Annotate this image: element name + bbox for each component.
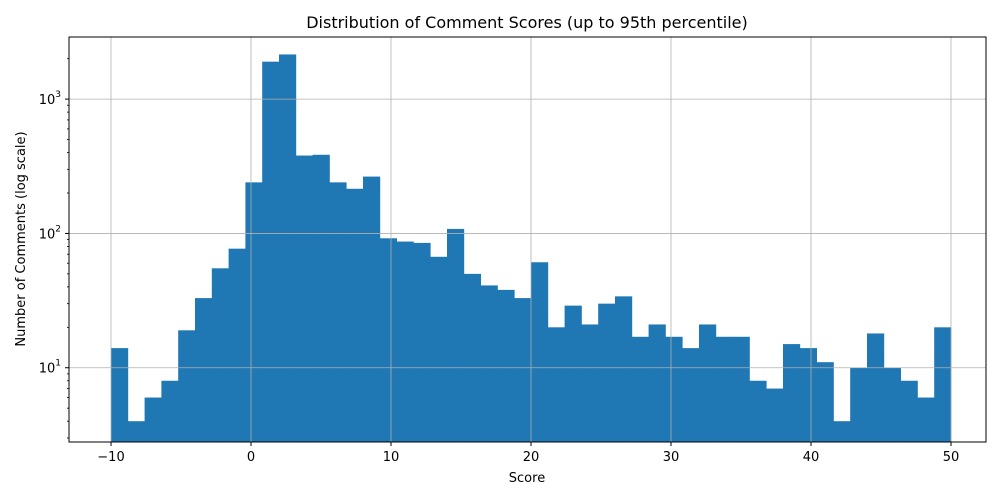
histogram-bar xyxy=(463,273,481,442)
histogram-bar xyxy=(749,380,767,442)
plot-frame xyxy=(68,36,987,443)
histogram-bar xyxy=(480,285,498,442)
bars xyxy=(111,54,952,443)
histogram-bar xyxy=(195,298,213,442)
x-tick-label: 40 xyxy=(803,450,820,465)
histogram-bar xyxy=(346,188,364,442)
histogram-bar xyxy=(816,362,834,442)
histogram-bar xyxy=(447,228,465,442)
histogram-bar xyxy=(161,380,179,442)
histogram-bar xyxy=(312,154,330,443)
histogram-bar xyxy=(379,238,397,442)
histogram-bar xyxy=(883,367,901,442)
grid xyxy=(69,37,986,442)
histogram-bar xyxy=(665,336,683,442)
histogram-bar xyxy=(699,324,717,442)
histogram-bar xyxy=(715,336,733,442)
x-tick-label: 20 xyxy=(523,450,540,465)
histogram-bar xyxy=(127,421,145,442)
histogram-bar xyxy=(279,54,297,442)
histogram-bar xyxy=(615,296,633,442)
histogram-bar xyxy=(799,348,817,442)
histogram-bar xyxy=(648,324,666,442)
histogram-bar xyxy=(531,262,549,442)
histogram-bar xyxy=(631,336,649,442)
x-tick-label: 30 xyxy=(663,450,680,465)
histogram-bar xyxy=(732,336,750,442)
histogram-bar xyxy=(363,176,381,443)
y-axis-ticks: 101 102 103 xyxy=(39,58,69,439)
histogram-bar xyxy=(245,182,263,442)
histogram-bar xyxy=(900,380,918,442)
histogram-bar xyxy=(262,61,280,442)
histogram-bar xyxy=(329,182,347,442)
histogram-bar xyxy=(682,348,700,442)
histogram-bar xyxy=(581,324,599,442)
histogram-bar xyxy=(783,344,801,442)
histogram-bar xyxy=(867,333,885,442)
x-tick-label: 10 xyxy=(383,450,400,465)
histogram-bar xyxy=(917,397,935,442)
chart-title: Distribution of Comment Scores (up to 95… xyxy=(306,13,748,32)
y-tick-label: 102 xyxy=(39,224,61,242)
histogram-bar xyxy=(178,330,196,442)
y-tick-label: 103 xyxy=(39,90,61,108)
histogram-bar xyxy=(430,256,448,442)
x-tick-label: 50 xyxy=(943,450,960,465)
histogram-bar xyxy=(934,327,952,442)
histogram-bar xyxy=(564,305,582,442)
histogram-bar xyxy=(547,327,565,442)
histogram-bar xyxy=(514,298,532,442)
histogram-bar xyxy=(850,367,868,442)
x-axis-label: Score xyxy=(509,471,545,486)
y-tick-label: 101 xyxy=(39,359,61,377)
histogram-bar xyxy=(295,155,313,442)
histogram-bar xyxy=(211,268,229,442)
histogram-bar xyxy=(228,248,246,442)
histogram-bar xyxy=(598,303,616,442)
x-tick-label: 0 xyxy=(247,450,255,465)
x-axis-ticks: −10 0 10 20 30 40 50 xyxy=(97,442,959,465)
histogram-bar xyxy=(144,397,162,442)
histogram-bar xyxy=(497,289,515,442)
histogram-bar xyxy=(396,241,414,442)
histogram-bar xyxy=(766,388,784,442)
histogram-bar xyxy=(111,348,129,442)
histogram-bar xyxy=(833,421,851,442)
histogram-bar xyxy=(413,242,431,442)
x-tick-label: −10 xyxy=(97,450,124,465)
y-axis-label: Number of Comments (log scale) xyxy=(14,131,29,346)
